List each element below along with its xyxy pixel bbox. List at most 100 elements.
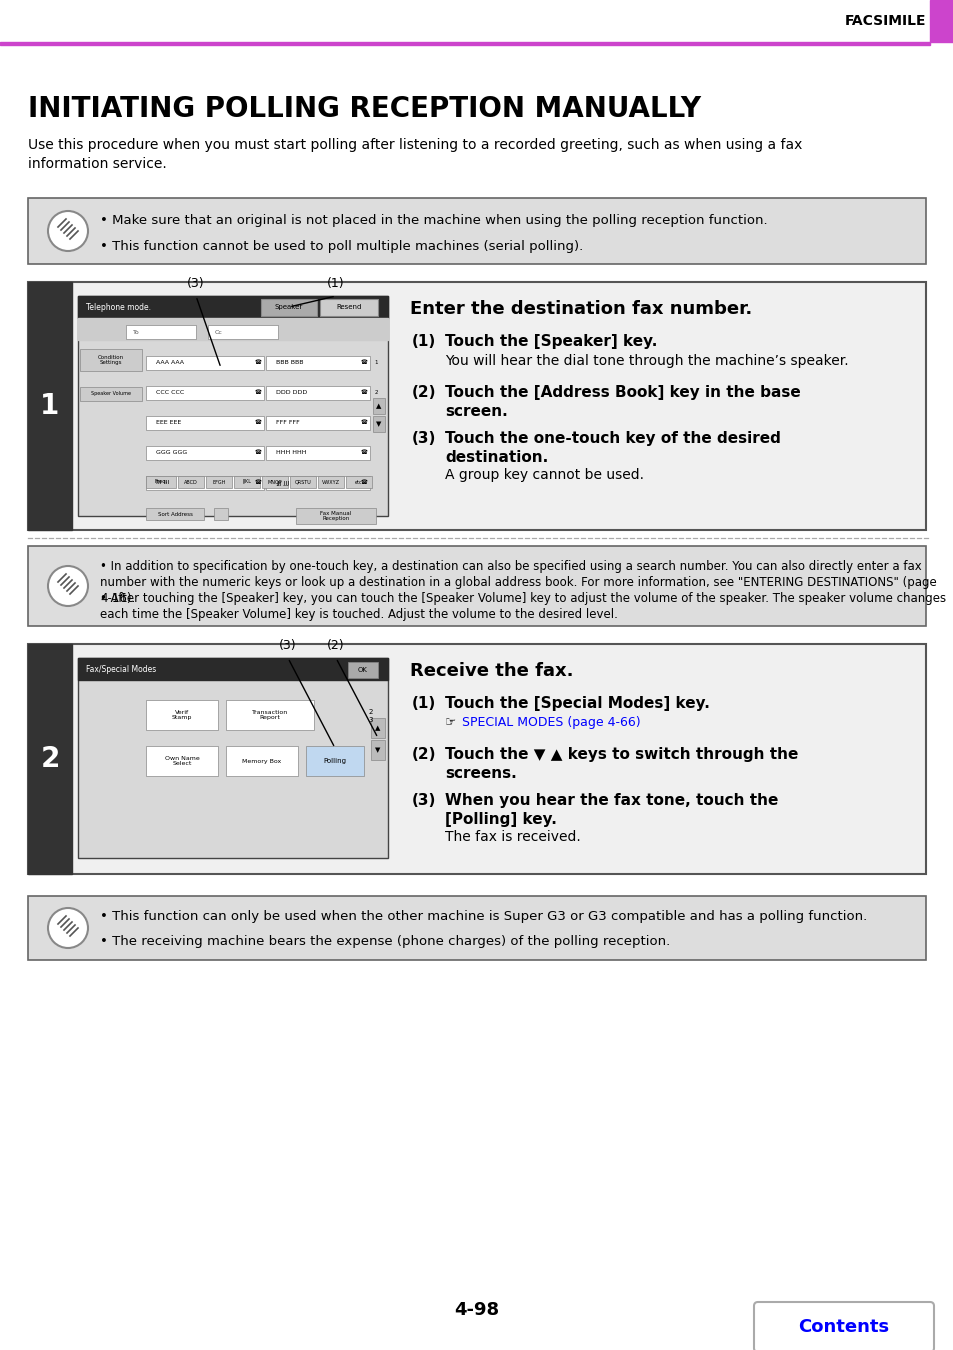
FancyBboxPatch shape — [146, 356, 264, 370]
FancyBboxPatch shape — [346, 477, 372, 487]
Text: Polling: Polling — [323, 757, 346, 764]
Bar — [28, 282, 71, 531]
Text: Verif
Stamp: Verif Stamp — [172, 710, 192, 721]
FancyBboxPatch shape — [178, 477, 204, 487]
Text: (2): (2) — [412, 385, 436, 400]
Text: ABCD: ABCD — [184, 479, 197, 485]
FancyBboxPatch shape — [146, 508, 204, 520]
Text: You will hear the dial tone through the machine’s speaker.: You will hear the dial tone through the … — [444, 354, 848, 369]
Text: 3: 3 — [369, 717, 373, 724]
FancyBboxPatch shape — [266, 416, 370, 431]
Text: Cc: Cc — [214, 329, 223, 335]
Text: EFGH: EFGH — [213, 479, 226, 485]
Text: SPECIAL MODES (page 4-66): SPECIAL MODES (page 4-66) — [461, 716, 640, 729]
FancyBboxPatch shape — [319, 298, 377, 316]
Text: Freq.: Freq. — [154, 479, 168, 485]
FancyBboxPatch shape — [753, 1301, 933, 1350]
Text: (3): (3) — [412, 431, 436, 446]
Text: (3): (3) — [187, 277, 205, 290]
FancyBboxPatch shape — [146, 477, 175, 487]
FancyBboxPatch shape — [233, 477, 260, 487]
FancyBboxPatch shape — [266, 446, 370, 460]
Text: ☎: ☎ — [254, 481, 261, 486]
Text: 4-98: 4-98 — [454, 1301, 499, 1319]
Bar — [78, 657, 388, 680]
FancyBboxPatch shape — [146, 747, 218, 776]
Text: ☞: ☞ — [444, 716, 456, 729]
FancyBboxPatch shape — [146, 477, 264, 490]
Text: Receive the fax.: Receive the fax. — [410, 662, 573, 680]
Text: GGG GGG: GGG GGG — [156, 451, 187, 455]
Text: INITIATING POLLING RECEPTION MANUALLY: INITIATING POLLING RECEPTION MANUALLY — [28, 95, 700, 123]
Text: III III: III III — [156, 481, 169, 486]
Bar — [78, 296, 388, 319]
Text: MNOP: MNOP — [268, 479, 282, 485]
Text: Memory Box: Memory Box — [242, 759, 281, 764]
Text: Transaction
Report: Transaction Report — [252, 710, 288, 721]
Bar — [929, 0, 953, 42]
Text: The fax is received.: The fax is received. — [444, 830, 580, 844]
Bar — [0, 0, 953, 42]
Bar — [28, 282, 925, 531]
Bar — [0, 42, 929, 45]
Text: Sort Address: Sort Address — [157, 512, 193, 517]
Text: IJKL: IJKL — [242, 479, 252, 485]
Text: ☎: ☎ — [360, 390, 367, 396]
Text: 2: 2 — [369, 709, 373, 716]
Text: (1): (1) — [412, 697, 436, 711]
FancyBboxPatch shape — [266, 477, 370, 490]
Text: • After touching the [Speaker] key, you can touch the [Speaker Volume] key to ad: • After touching the [Speaker] key, you … — [100, 593, 945, 621]
FancyBboxPatch shape — [226, 701, 314, 730]
Text: A group key cannot be used.: A group key cannot be used. — [444, 468, 643, 482]
Text: ☎: ☎ — [254, 390, 261, 396]
Text: • In addition to specification by one-touch key, a destination can also be speci: • In addition to specification by one-to… — [100, 560, 936, 605]
FancyBboxPatch shape — [373, 398, 385, 414]
Text: Resend: Resend — [336, 304, 361, 310]
Text: ▲: ▲ — [375, 404, 381, 409]
Circle shape — [48, 909, 88, 948]
Bar — [78, 657, 388, 859]
Text: ☎: ☎ — [360, 481, 367, 486]
Bar — [28, 644, 925, 873]
Text: ☎: ☎ — [254, 451, 261, 455]
FancyBboxPatch shape — [213, 508, 228, 520]
Bar — [78, 319, 388, 340]
Text: • This function can only be used when the other machine is Super G3 or G3 compat: • This function can only be used when th… — [100, 910, 866, 923]
FancyBboxPatch shape — [373, 416, 385, 432]
FancyBboxPatch shape — [348, 662, 377, 678]
Text: (2): (2) — [412, 747, 436, 761]
Text: ☎: ☎ — [360, 451, 367, 455]
Text: Use this procedure when you must start polling after listening to a recorded gre: Use this procedure when you must start p… — [28, 138, 801, 171]
Bar — [28, 198, 925, 265]
FancyBboxPatch shape — [80, 350, 142, 371]
FancyBboxPatch shape — [261, 298, 316, 316]
FancyBboxPatch shape — [266, 386, 370, 400]
Bar — [78, 296, 388, 516]
Text: ☎: ☎ — [254, 420, 261, 425]
Text: Fax/Special Modes: Fax/Special Modes — [86, 664, 156, 674]
Text: QRSTU: QRSTU — [294, 479, 311, 485]
Text: Condition
Settings: Condition Settings — [98, 355, 124, 366]
Text: Telephone mode.: Telephone mode. — [86, 302, 151, 312]
Text: (2): (2) — [327, 639, 344, 652]
Text: BBB BBB: BBB BBB — [275, 360, 303, 366]
Text: 1: 1 — [40, 392, 59, 420]
Text: FACSIMILE: FACSIMILE — [843, 14, 925, 28]
FancyBboxPatch shape — [306, 747, 364, 776]
Circle shape — [48, 566, 88, 606]
Text: Touch the ▼ ▲ keys to switch through the
screens.: Touch the ▼ ▲ keys to switch through the… — [444, 747, 798, 780]
FancyBboxPatch shape — [146, 446, 264, 460]
Text: AAA AAA: AAA AAA — [156, 360, 184, 366]
Text: ☎: ☎ — [360, 420, 367, 425]
FancyBboxPatch shape — [146, 701, 218, 730]
FancyBboxPatch shape — [226, 747, 297, 776]
Text: 2: 2 — [374, 390, 377, 396]
Text: Touch the [Speaker] key.: Touch the [Speaker] key. — [444, 333, 657, 350]
Text: Speaker: Speaker — [274, 304, 303, 310]
FancyBboxPatch shape — [295, 508, 375, 524]
FancyBboxPatch shape — [262, 477, 288, 487]
Text: JJJ JJJ: JJJ JJJ — [275, 481, 289, 486]
FancyBboxPatch shape — [266, 356, 370, 370]
Text: OK: OK — [357, 667, 368, 674]
FancyBboxPatch shape — [208, 325, 277, 339]
